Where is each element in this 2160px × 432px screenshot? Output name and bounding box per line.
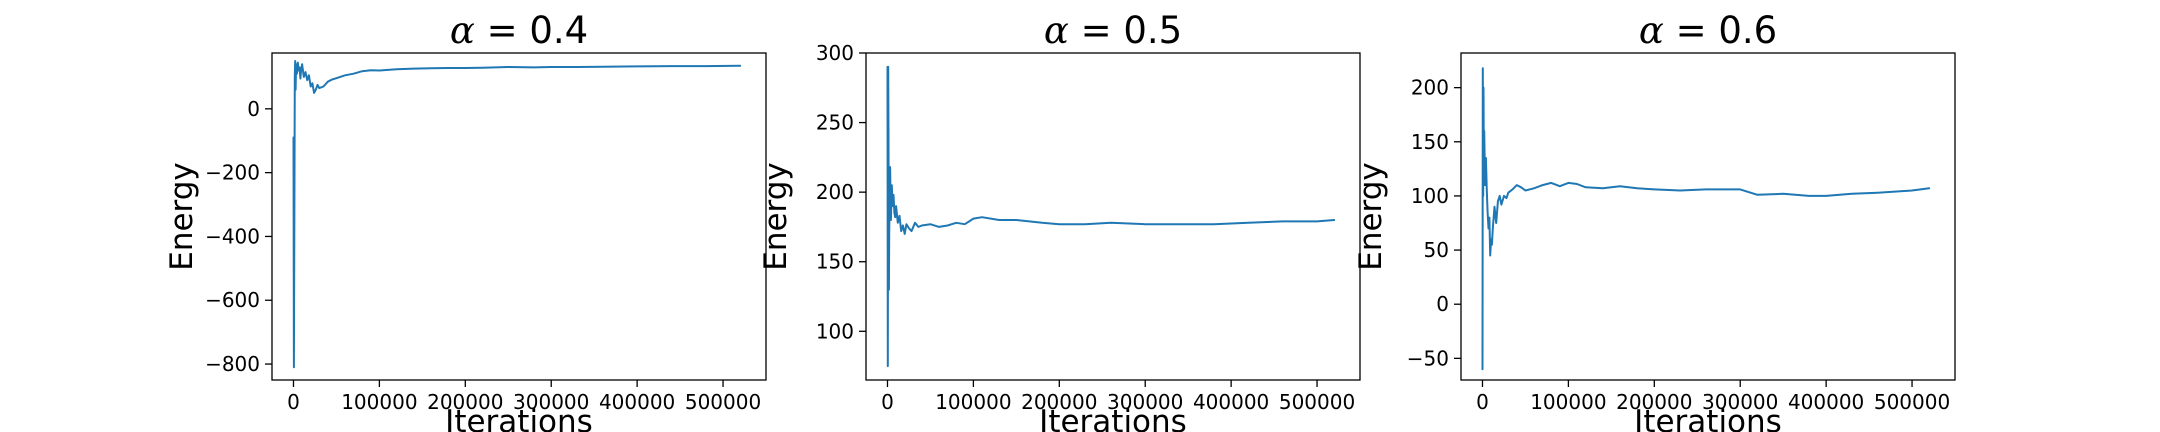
series-line — [292, 60, 742, 369]
y-tick-label: −200 — [205, 161, 260, 185]
title-value: 0.4 — [529, 9, 588, 52]
chart-title: α = 0.6 — [1639, 9, 1777, 52]
x-axis-label: Iterations — [1634, 404, 1782, 432]
y-tick-label: 250 — [816, 111, 854, 135]
title-symbol: α — [1044, 9, 1069, 52]
y-tick-label: −600 — [205, 288, 260, 312]
title-value: 0.5 — [1123, 9, 1182, 52]
y-tick-label: 200 — [816, 180, 854, 204]
series-line — [1481, 67, 1931, 371]
title-symbol: α — [450, 9, 475, 52]
chart-title: α = 0.5 — [1044, 9, 1182, 52]
y-tick-label: 300 — [816, 41, 854, 65]
x-tick-label: 300000 — [1702, 390, 1778, 414]
x-tick-label: 400000 — [1788, 390, 1864, 414]
x-tick-label: 300000 — [513, 390, 589, 414]
panel-alpha-0-4: 0 100000 200000 300000 400000 500000 −800 −600 −… — [164, 9, 767, 432]
panel-alpha-0-6: 0 100000 200000 300000 400000 500000 −50 0 50 100… — [1353, 9, 1956, 432]
x-tick-label: 0 — [287, 390, 300, 414]
x-tick-label: 100000 — [935, 390, 1011, 414]
axes-frame — [1460, 52, 1956, 381]
y-tick-label: 100 — [1411, 184, 1449, 208]
panel-alpha-0-5: 0 100000 200000 300000 400000 500000 100 150 200… — [758, 9, 1361, 432]
y-tick-label: 150 — [1411, 130, 1449, 154]
axes-frame — [271, 52, 767, 381]
y-axis-label: Energy — [1353, 162, 1389, 271]
x-tick-label: 500000 — [685, 390, 761, 414]
x-tick-label: 500000 — [1874, 390, 1950, 414]
x-axis-label: Iterations — [1039, 404, 1187, 432]
axes-frame — [865, 52, 1361, 381]
y-tick-label: 200 — [1411, 76, 1449, 100]
x-tick-label: 200000 — [1021, 390, 1097, 414]
y-tick-label: −50 — [1407, 346, 1449, 370]
x-tick-label: 300000 — [1107, 390, 1183, 414]
title-equals: = — [475, 9, 530, 52]
x-axis-label: Iterations — [445, 404, 593, 432]
x-tick-label: 100000 — [1530, 390, 1606, 414]
chart-title: α = 0.4 — [450, 9, 588, 52]
y-tick-label: −800 — [205, 352, 260, 376]
series-line — [886, 65, 1336, 368]
x-tick-label: 500000 — [1279, 390, 1355, 414]
y-tick-label: 100 — [816, 319, 854, 343]
y-tick-label: 50 — [1424, 238, 1449, 262]
x-tick-label: 400000 — [1193, 390, 1269, 414]
title-equals: = — [1069, 9, 1124, 52]
title-value: 0.6 — [1718, 9, 1777, 52]
x-tick-label: 0 — [1476, 390, 1489, 414]
x-tick-label: 100000 — [341, 390, 417, 414]
y-tick-label: 0 — [247, 97, 260, 121]
y-axis-label: Energy — [758, 162, 794, 271]
x-tick-label: 200000 — [427, 390, 503, 414]
y-tick-label: 0 — [1436, 292, 1449, 316]
y-tick-label: 150 — [816, 250, 854, 274]
y-axis-label: Energy — [164, 162, 200, 271]
x-tick-label: 0 — [881, 390, 894, 414]
title-symbol: α — [1639, 9, 1664, 52]
title-equals: = — [1664, 9, 1719, 52]
y-tick-label: −400 — [205, 224, 260, 248]
x-tick-label: 200000 — [1616, 390, 1692, 414]
x-tick-label: 400000 — [599, 390, 675, 414]
